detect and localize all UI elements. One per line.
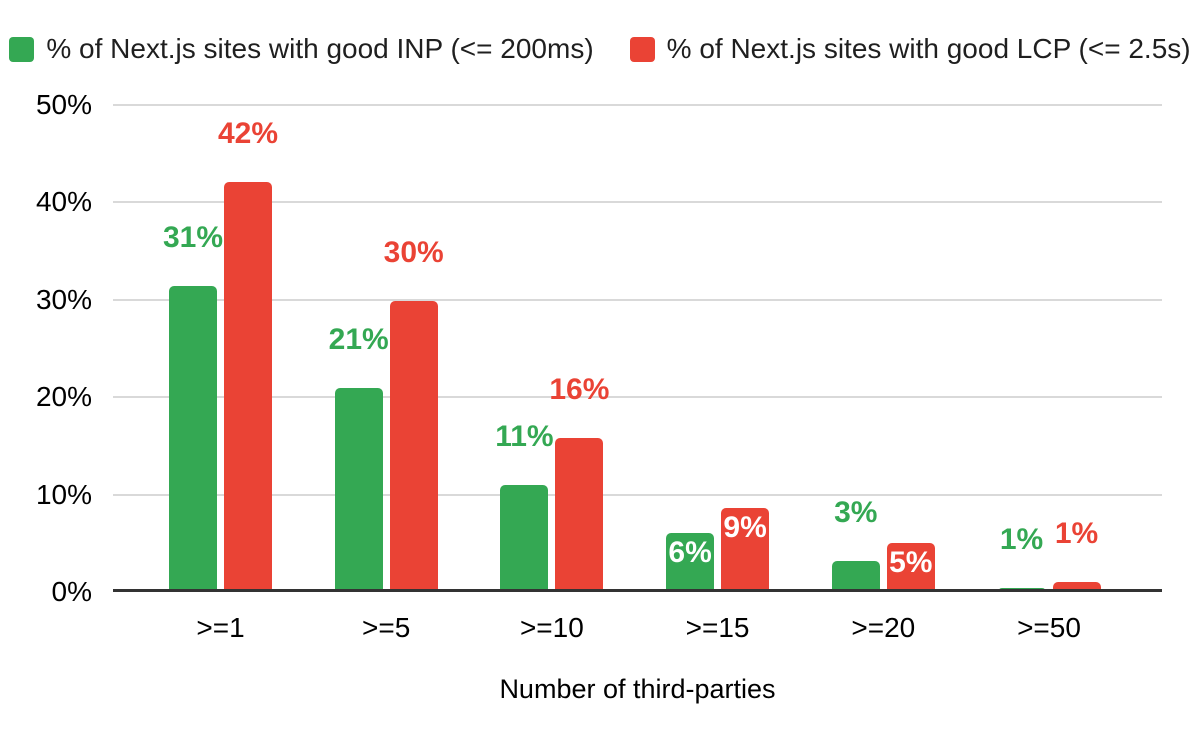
bar-inp->=10 — [500, 484, 549, 592]
y-tick-label: 10% — [35, 478, 92, 510]
y-tick-label: 0% — [51, 576, 92, 607]
x-tick-label: >=20 — [851, 612, 916, 643]
y-axis: 0% 10% 20% 30% 40% 50% — [0, 89, 92, 607]
x-tick-label: >=1 — [196, 612, 245, 643]
bar-inp->=1 — [169, 286, 217, 592]
bar-inp->=15 — [666, 532, 715, 592]
y-tick-label: 30% — [35, 283, 92, 315]
plot-area: 31% 42% 21% 30% 11% 16% 6% 9% 3% 5% 1% 1% — [113, 104, 1162, 592]
legend: % of Next.js sites with good INP (<= 200… — [0, 33, 1200, 65]
lcp-series-swatch-icon — [629, 36, 655, 62]
inp-series-swatch-icon — [9, 36, 35, 62]
x-tick-label: >=15 — [685, 612, 750, 643]
bar-inp->=5 — [334, 388, 383, 592]
bar-lcp->=10 — [555, 438, 604, 592]
x-tick-label: >=5 — [362, 612, 411, 643]
y-tick-label: 20% — [35, 381, 92, 413]
legend-item-inp: % of Next.js sites with good INP (<= 200… — [9, 33, 594, 65]
x-tick-label: >=10 — [519, 612, 584, 643]
bar-lcp->=15 — [721, 508, 770, 592]
x-axis-baseline — [113, 589, 1162, 592]
inp-series-label: % of Next.js sites with good INP (<= 200… — [46, 33, 594, 64]
bar-value-label: 5% — [889, 546, 933, 580]
bar-value-label: 1% — [999, 522, 1044, 556]
gridline — [113, 396, 1162, 399]
bar-lcp->=1 — [224, 181, 272, 592]
bar-lcp->=50 — [1052, 582, 1101, 592]
lcp-series-label: % of Next.js sites with good LCP (<= 2.5… — [666, 33, 1191, 64]
x-axis: >=1 >=5 >=10 >=15 >=20 >=50 — [113, 610, 1162, 650]
gridline — [113, 493, 1162, 496]
bar-value-label: 11% — [495, 419, 554, 453]
bar-lcp->=5 — [389, 300, 438, 592]
bar-value-label: 21% — [328, 323, 389, 357]
gridline — [113, 104, 1162, 106]
legend-item-lcp: % of Next.js sites with good LCP (<= 2.5… — [629, 33, 1191, 65]
bar-value-label: 1% — [1054, 517, 1099, 551]
y-tick-label: 40% — [35, 186, 92, 218]
bar-value-label: 16% — [549, 373, 610, 407]
x-tick-label: >=50 — [1017, 612, 1081, 643]
bar-value-label: 3% — [834, 495, 878, 529]
y-tick-label: 50% — [35, 89, 92, 120]
bar-value-label: 6% — [668, 535, 712, 569]
gridline — [113, 298, 1162, 301]
bar-value-label: 9% — [723, 511, 767, 545]
bar-value-label: 30% — [383, 235, 444, 269]
bar-value-label: 42% — [217, 116, 279, 150]
x-axis-title: Number of third-parties — [499, 674, 776, 704]
bar-inp->=20 — [831, 560, 880, 592]
gridline — [113, 201, 1162, 204]
bar-lcp->=20 — [886, 543, 935, 592]
bar-value-label: 31% — [162, 221, 224, 255]
